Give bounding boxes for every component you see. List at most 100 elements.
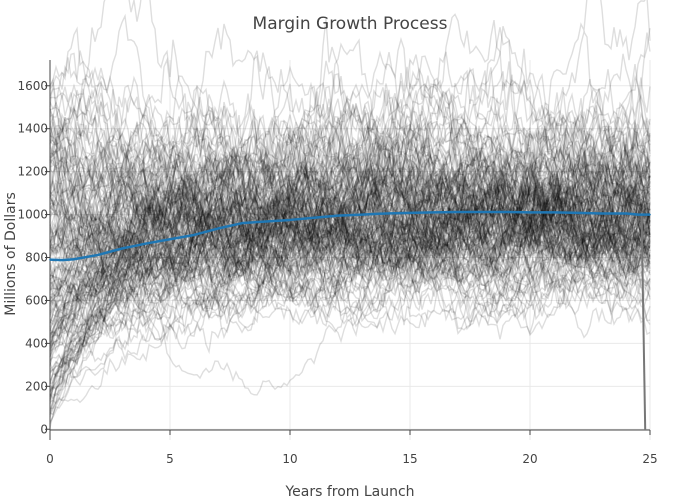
series-layer	[49, 210, 651, 430]
simulated-path	[49, 97, 651, 297]
simulated-path	[49, 110, 651, 423]
simulated-path	[49, 162, 651, 293]
simulated-path	[49, 25, 651, 347]
simulated-path	[49, 57, 651, 247]
simulated-path	[49, 94, 651, 262]
y-tick-label: 800	[25, 251, 48, 265]
simulated-path	[49, 181, 651, 353]
x-tick-label: 5	[166, 452, 174, 466]
simulated-path	[49, 192, 651, 366]
x-tick-label: 25	[642, 452, 657, 466]
y-axis-title: Millions of Dollars	[3, 192, 19, 316]
simulated-path	[49, 121, 651, 338]
mean-series-point	[481, 211, 483, 213]
simulated-path	[49, 119, 651, 282]
mean-series-point	[97, 254, 99, 256]
simulated-path	[49, 115, 651, 239]
simulated-path	[49, 142, 651, 256]
simulated-path	[49, 117, 651, 297]
simulated-path	[49, 165, 651, 324]
simulated-path	[49, 156, 651, 306]
simulated-path	[49, 101, 651, 300]
simulated-path	[49, 133, 651, 295]
simulated-path	[49, 93, 651, 330]
simulated-path	[49, 77, 651, 275]
simulated-path	[49, 154, 651, 299]
simulated-path	[49, 63, 651, 343]
x-tick-label: 15	[402, 452, 417, 466]
simulated-path	[49, 196, 651, 326]
y-tick-label: 600	[25, 293, 48, 307]
simulated-path	[49, 196, 651, 410]
mean-series-point	[577, 212, 579, 214]
mean-series-point	[49, 258, 51, 261]
x-tick-label: 10	[282, 452, 297, 466]
simulated-path	[49, 74, 651, 278]
simulated-path	[49, 152, 651, 284]
simulated-path	[49, 130, 651, 303]
simulated-path	[49, 157, 651, 373]
simulated-path	[49, 107, 651, 390]
mean-series-point	[193, 234, 195, 236]
mean-series-point	[265, 220, 267, 223]
simulated-path	[49, 84, 651, 293]
mean-series-point	[625, 212, 627, 215]
grid-layer	[49, 60, 651, 440]
mean-series-point	[169, 238, 171, 241]
mean-series-point	[337, 214, 339, 217]
simulated-path	[49, 109, 651, 297]
simulated-path	[49, 137, 651, 365]
mean-series-point	[433, 211, 435, 214]
mean-series-point	[145, 242, 147, 245]
simulated-path	[49, 177, 651, 373]
simulated-path	[49, 157, 651, 312]
simulated-path	[49, 226, 651, 391]
mean-series-point	[289, 219, 291, 221]
simulated-path	[49, 167, 651, 324]
simulated-path	[49, 183, 651, 354]
simulated-path	[49, 114, 651, 296]
simulated-path	[49, 98, 651, 289]
simulated-path	[49, 36, 651, 256]
simulated-path	[49, 198, 651, 351]
simulated-path	[49, 79, 651, 367]
simulated-path	[49, 118, 651, 279]
y-tick-label: 0	[40, 422, 48, 436]
simulated-path	[49, 112, 651, 303]
x-tick-label: 0	[46, 452, 54, 466]
y-tick-label: 200	[25, 379, 48, 393]
simulated-path	[49, 177, 651, 332]
simulated-path	[49, 28, 651, 326]
simulated-path	[49, 140, 651, 308]
simulated-path	[49, 30, 651, 340]
simulated-path	[49, 123, 651, 275]
simulated-path	[49, 167, 651, 336]
simulated-path	[49, 125, 651, 328]
simulated-path	[49, 18, 651, 258]
y-tick-label: 400	[25, 336, 48, 350]
simulated-path	[49, 144, 651, 383]
simulated-path	[49, 0, 651, 223]
drop-line	[640, 214, 647, 430]
simulated-path	[49, 94, 651, 277]
simulated-path	[49, 159, 651, 342]
mean-series-point	[61, 259, 63, 261]
simulated-path	[49, 183, 651, 319]
simulated-path	[49, 125, 651, 285]
simulated-path	[49, 117, 651, 349]
mean-series-line	[49, 210, 650, 262]
simulated-path	[49, 140, 651, 261]
mean-series-point	[637, 213, 639, 216]
x-tick-label: 20	[522, 452, 537, 466]
simulated-path	[49, 87, 651, 414]
simulated-path	[49, 106, 651, 336]
mean-series-point	[553, 211, 555, 214]
simulated-path	[49, 136, 651, 283]
simulated-path	[49, 73, 651, 331]
simulated-path	[49, 115, 651, 379]
simulated-path	[49, 109, 651, 305]
simulated-path	[49, 156, 651, 276]
simulated-path	[49, 135, 651, 331]
mean-series-point	[409, 212, 411, 214]
mean-series-point	[385, 212, 387, 215]
